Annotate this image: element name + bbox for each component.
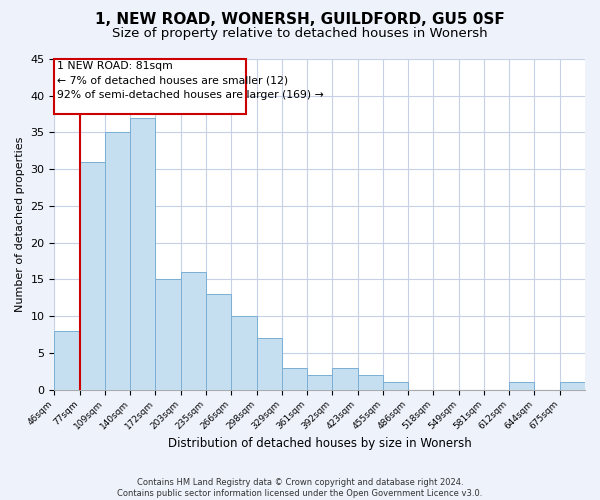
Bar xyxy=(307,375,332,390)
Bar xyxy=(560,382,585,390)
X-axis label: Distribution of detached houses by size in Wonersh: Distribution of detached houses by size … xyxy=(168,437,472,450)
Bar xyxy=(80,162,105,390)
Bar xyxy=(231,316,257,390)
Bar xyxy=(257,338,282,390)
Text: Size of property relative to detached houses in Wonersh: Size of property relative to detached ho… xyxy=(112,28,488,40)
Bar xyxy=(332,368,358,390)
Bar xyxy=(509,382,535,390)
Bar xyxy=(358,375,383,390)
Bar xyxy=(155,280,181,390)
Bar xyxy=(55,331,80,390)
Bar xyxy=(181,272,206,390)
Text: 1 NEW ROAD: 81sqm
← 7% of detached houses are smaller (12)
92% of semi-detached : 1 NEW ROAD: 81sqm ← 7% of detached house… xyxy=(58,62,324,100)
Y-axis label: Number of detached properties: Number of detached properties xyxy=(15,136,25,312)
Text: 1, NEW ROAD, WONERSH, GUILDFORD, GU5 0SF: 1, NEW ROAD, WONERSH, GUILDFORD, GU5 0SF xyxy=(95,12,505,28)
Bar xyxy=(130,118,155,390)
Bar xyxy=(105,132,130,390)
Bar xyxy=(282,368,307,390)
Text: Contains HM Land Registry data © Crown copyright and database right 2024.
Contai: Contains HM Land Registry data © Crown c… xyxy=(118,478,482,498)
Bar xyxy=(383,382,408,390)
Bar xyxy=(206,294,231,390)
